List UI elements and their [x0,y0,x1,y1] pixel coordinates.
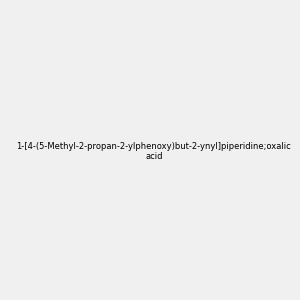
Text: 1-[4-(5-Methyl-2-propan-2-ylphenoxy)but-2-ynyl]piperidine;oxalic acid: 1-[4-(5-Methyl-2-propan-2-ylphenoxy)but-… [16,142,291,161]
